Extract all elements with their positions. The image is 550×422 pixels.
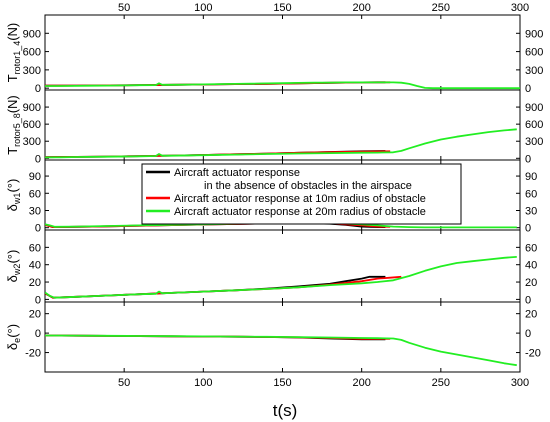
- y-axis-label: δw2(°): [5, 250, 22, 283]
- y-axis-label-main: T: [5, 74, 20, 82]
- y-tick-label-left: 40: [29, 260, 41, 272]
- panel-frame: [44, 229, 521, 303]
- y-axis-label-main: δ: [5, 343, 20, 350]
- x-axis-label: t(s): [273, 401, 298, 420]
- y-tick-label-left: 300: [23, 65, 41, 77]
- y-tick-label-right: 30: [525, 205, 537, 217]
- y-tick-label-right: 0: [525, 83, 531, 95]
- y-tick-label-left: 600: [23, 47, 41, 59]
- y-axis-label: δw1(°): [5, 179, 22, 212]
- y-axis-label-unit: (N): [5, 23, 20, 41]
- y-axis-label-main: δ: [5, 275, 20, 282]
- y-tick-label-right: 0: [525, 328, 531, 340]
- y-tick-label-right: 20: [525, 309, 537, 321]
- y-tick-label-left: 60: [29, 242, 41, 254]
- x-tick-label-top: 250: [432, 2, 450, 14]
- y-axis-label-main: δ: [5, 204, 20, 211]
- y-tick-label-right: 20: [525, 277, 537, 289]
- y-tick-label-right: 900: [525, 102, 543, 114]
- x-tick-label-top: 50: [118, 2, 130, 14]
- y-tick-label-left: 0: [35, 223, 41, 235]
- x-tick-label-top: 100: [194, 2, 212, 14]
- chart-panels: 03006009000300600900Trotor1_4(N)03006009…: [5, 14, 543, 373]
- y-tick-label-left: 0: [35, 294, 41, 306]
- x-tick-label-bottom: 200: [352, 377, 370, 389]
- y-axis-label-sub: w1: [12, 193, 22, 206]
- x-tick-label-top: 300: [511, 2, 529, 14]
- y-tick-label-right: 600: [525, 47, 543, 59]
- y-tick-label-left: 300: [23, 136, 41, 148]
- y-tick-label-right: 900: [525, 28, 543, 40]
- y-axis-label-unit: (°): [5, 324, 20, 338]
- y-tick-label-left: 900: [23, 102, 41, 114]
- y-axis-label-unit: (°): [5, 179, 20, 193]
- series-line-3: [45, 256, 517, 299]
- panel-4: 0 20 40 60 0 20 40 60 δw2(°): [5, 229, 537, 306]
- x-tick-label-bottom: 150: [273, 377, 291, 389]
- x-tick-label-top: 150: [273, 2, 291, 14]
- y-tick-label-right: 0: [525, 294, 531, 306]
- y-tick-label-right: 0: [525, 153, 531, 165]
- x-axis: t(s) 50 100 150 200 250 300 50 100 150 200 250 300: [118, 2, 529, 420]
- y-tick-label-left: 0: [35, 153, 41, 165]
- series-line-2: [45, 275, 402, 299]
- y-tick-label-left: 90: [29, 171, 41, 183]
- y-axis-label: δe(°): [5, 324, 22, 350]
- series-line-3: [45, 81, 520, 90]
- y-tick-label-right: 60: [525, 188, 537, 200]
- legend-label-3: Aircraft actuator response at 20m radius…: [174, 206, 426, 218]
- y-tick-label-left: -20: [25, 348, 41, 360]
- y-tick-label-right: 600: [525, 119, 543, 131]
- y-tick-label-left: 0: [35, 83, 41, 95]
- y-tick-label-left: 30: [29, 205, 41, 217]
- y-tick-label-right: 90: [525, 171, 537, 183]
- y-tick-label-left: 600: [23, 119, 41, 131]
- x-tick-label-bottom: 50: [118, 377, 130, 389]
- y-axis-label-unit: (°): [5, 250, 20, 264]
- y-tick-label-left: 20: [29, 277, 41, 289]
- legend-label-1: in the absence of obstacles in the airsp…: [204, 180, 412, 192]
- y-axis-label: Trotor1_4(N): [5, 23, 22, 83]
- y-tick-label-right: -20: [525, 348, 541, 360]
- y-tick-label-left: 20: [29, 309, 41, 321]
- y-tick-label-left: 900: [23, 28, 41, 40]
- y-tick-label-right: 0: [525, 223, 531, 235]
- x-tick-label-bottom: 100: [194, 377, 212, 389]
- y-axis-label-sub: rotor1_4: [12, 41, 22, 75]
- x-tick-label-bottom: 250: [432, 377, 450, 389]
- y-tick-label-left: 0: [35, 328, 41, 340]
- legend-box: [141, 163, 462, 225]
- series-line-3: [45, 128, 517, 159]
- y-tick-label-right: 300: [525, 136, 543, 148]
- y-axis-label: Trotor5_8(N): [5, 95, 22, 155]
- legend-label-2: Aircraft actuator response at 10m radius…: [174, 193, 426, 205]
- panel-5: -20 0 20 -20 0 20 δe(°): [5, 301, 541, 373]
- series-line-1: [45, 275, 386, 299]
- y-tick-label-right: 40: [525, 260, 537, 272]
- y-axis-label-sub: rotor5_8: [12, 113, 22, 147]
- y-axis-label-main: T: [5, 147, 20, 155]
- x-tick-label-top: 200: [352, 2, 370, 14]
- y-tick-label-right: 60: [525, 242, 537, 254]
- y-axis-label-unit: (N): [5, 95, 20, 113]
- series-line-3: [45, 334, 517, 367]
- y-tick-label-right: 300: [525, 65, 543, 77]
- y-axis-label-sub: w2: [12, 264, 22, 277]
- panel-frame: [44, 14, 521, 91]
- legend-label-1: Aircraft actuator response: [174, 167, 300, 179]
- x-tick-label-bottom: 300: [511, 377, 529, 389]
- panel-frame: [44, 89, 521, 161]
- y-axis-label-sub: e: [12, 338, 22, 343]
- y-tick-label-left: 60: [29, 188, 41, 200]
